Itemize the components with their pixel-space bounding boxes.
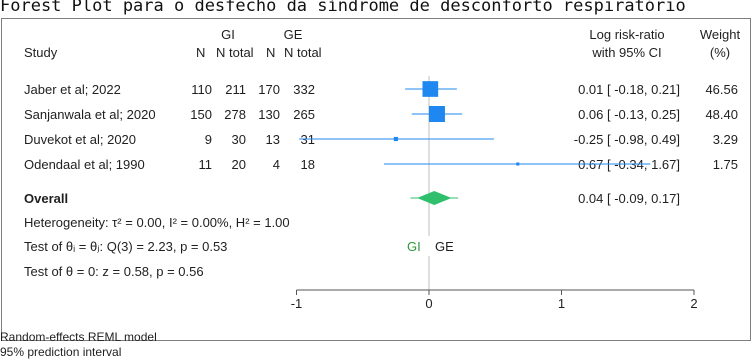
study-name: Odendaal et al; 1990 (24, 157, 145, 172)
header-g2-n: N (266, 45, 276, 60)
header-g1-ntotal: N total (216, 45, 254, 60)
g2-total: 332 (293, 82, 315, 97)
g1-total: 20 (231, 157, 246, 172)
favor-left-label: GI (407, 239, 421, 254)
header-effect-line2: with 95% CI (592, 45, 662, 60)
ci-text: -0.25 [ -0.98, 0.49] (573, 132, 680, 147)
g2-n: 170 (258, 82, 280, 97)
header-group2: GE (283, 27, 303, 42)
weight: 1.75 (712, 157, 738, 172)
header-g2-ntotal: N total (284, 45, 322, 60)
g2-total: 18 (300, 157, 315, 172)
weight: 3.29 (712, 132, 738, 147)
favor-right-label: GE (435, 239, 454, 254)
g1-total: 30 (231, 132, 246, 147)
figure-caption: Forest Plot para o desfecho da síndrome … (0, 0, 686, 16)
footnote-prediction: 95% prediction interval (0, 345, 122, 359)
weight: 46.56 (705, 82, 738, 97)
forest-plot-frame (1, 18, 751, 341)
x-tick-label: -1 (291, 296, 303, 311)
study-point-marker (516, 162, 520, 166)
weight: 48.40 (705, 107, 738, 122)
x-tick-label: 2 (690, 296, 697, 311)
study-name: Sanjanwala et al; 2020 (24, 107, 156, 122)
g1-n: 150 (190, 107, 212, 122)
study-point-marker (393, 136, 398, 142)
test-homogeneity-text: Test of θᵢ = θⱼ: Q(3) = 2.23, p = 0.53 (24, 239, 228, 254)
header-effect-line1: Log risk-ratio (589, 27, 665, 42)
footnote-model: Random-effects REML model (0, 330, 157, 344)
ci-text: 0.01 [ -0.18, 0.21] (578, 82, 680, 97)
overall-label: Overall (24, 191, 69, 206)
g1-n: 110 (191, 82, 212, 97)
header-study: Study (24, 45, 58, 60)
header-g1-n: N (196, 45, 206, 60)
header-weight-line2: (%) (709, 45, 731, 60)
g2-n: 4 (272, 157, 280, 172)
header-weight-line1: Weight (699, 27, 741, 42)
header-group1: GI (221, 27, 235, 42)
heterogeneity-text: Heterogeneity: τ² = 0.00, I² = 0.00%, H²… (24, 215, 290, 230)
g2-n: 13 (265, 132, 280, 147)
g1-n: 11 (198, 157, 213, 172)
overall-diamond (417, 191, 452, 205)
g2-total: 265 (293, 107, 315, 122)
study-point-marker (422, 81, 439, 97)
overall-ci-text: 0.04 [ -0.09, 0.17] (578, 191, 680, 206)
study-name: Duvekot et al; 2020 (24, 132, 137, 147)
g1-total: 278 (224, 107, 246, 122)
g1-n: 9 (204, 132, 212, 147)
g1-total: 211 (225, 82, 246, 97)
x-tick-label: 0 (425, 296, 432, 311)
g2-n: 130 (258, 107, 280, 122)
ci-text: 0.06 [ -0.13, 0.25] (578, 107, 680, 122)
study-point-marker (428, 106, 445, 122)
study-name: Jaber et al; 2022 (24, 82, 121, 97)
test-effect-text: Test of θ = 0: z = 0.58, p = 0.56 (24, 264, 204, 279)
x-tick-label: 1 (558, 296, 565, 311)
